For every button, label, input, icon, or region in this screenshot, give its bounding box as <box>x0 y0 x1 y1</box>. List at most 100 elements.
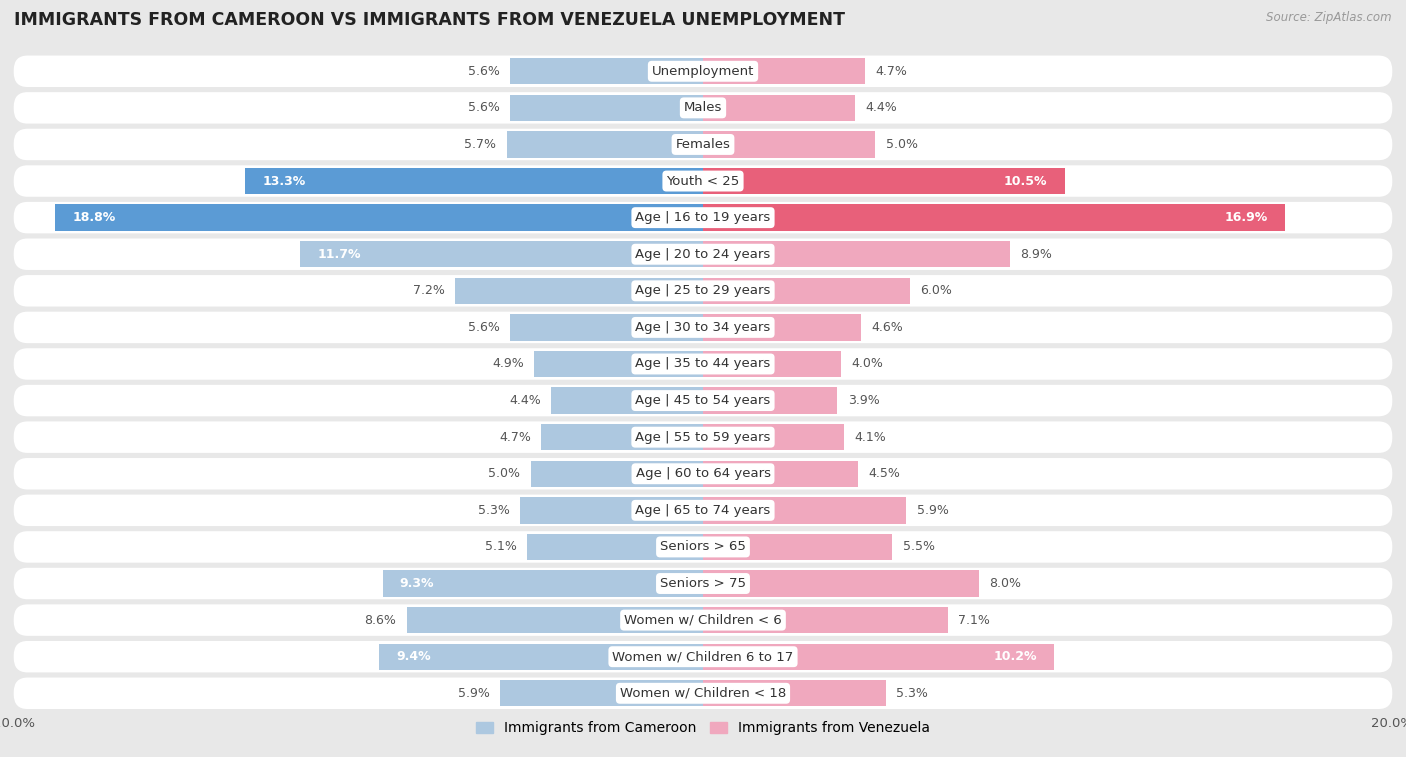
Text: Youth < 25: Youth < 25 <box>666 175 740 188</box>
Bar <box>703 460 858 487</box>
Text: 11.7%: 11.7% <box>318 248 361 260</box>
FancyBboxPatch shape <box>14 458 1392 490</box>
Text: 5.1%: 5.1% <box>485 540 517 553</box>
Text: Women w/ Children 6 to 17: Women w/ Children 6 to 17 <box>613 650 793 663</box>
Bar <box>506 131 703 157</box>
Bar <box>551 388 703 414</box>
Text: Seniors > 75: Seniors > 75 <box>659 577 747 590</box>
Text: Seniors > 65: Seniors > 65 <box>659 540 747 553</box>
Bar <box>380 643 703 670</box>
Text: 7.1%: 7.1% <box>957 614 990 627</box>
Bar <box>703 350 841 377</box>
Bar <box>703 680 886 706</box>
Text: Women w/ Children < 6: Women w/ Children < 6 <box>624 614 782 627</box>
Text: 9.4%: 9.4% <box>396 650 432 663</box>
Text: 4.0%: 4.0% <box>851 357 883 370</box>
Text: Age | 16 to 19 years: Age | 16 to 19 years <box>636 211 770 224</box>
Bar <box>510 58 703 85</box>
FancyBboxPatch shape <box>14 348 1392 380</box>
FancyBboxPatch shape <box>14 568 1392 600</box>
FancyBboxPatch shape <box>14 238 1392 270</box>
Text: Age | 30 to 34 years: Age | 30 to 34 years <box>636 321 770 334</box>
FancyBboxPatch shape <box>14 531 1392 562</box>
Bar <box>520 497 703 524</box>
Bar <box>531 460 703 487</box>
Text: 8.0%: 8.0% <box>988 577 1021 590</box>
Text: Age | 55 to 59 years: Age | 55 to 59 years <box>636 431 770 444</box>
Bar <box>703 168 1064 195</box>
FancyBboxPatch shape <box>14 165 1392 197</box>
Bar <box>245 168 703 195</box>
Text: 4.9%: 4.9% <box>492 357 524 370</box>
Text: 5.7%: 5.7% <box>464 138 496 151</box>
Text: 4.4%: 4.4% <box>509 394 541 407</box>
Text: 7.2%: 7.2% <box>413 285 444 298</box>
Bar <box>510 314 703 341</box>
Text: Age | 25 to 29 years: Age | 25 to 29 years <box>636 285 770 298</box>
Text: Age | 20 to 24 years: Age | 20 to 24 years <box>636 248 770 260</box>
FancyBboxPatch shape <box>14 641 1392 672</box>
FancyBboxPatch shape <box>14 202 1392 233</box>
Text: Age | 60 to 64 years: Age | 60 to 64 years <box>636 467 770 480</box>
Bar <box>527 534 703 560</box>
Bar <box>382 570 703 597</box>
Text: 5.3%: 5.3% <box>478 504 510 517</box>
Text: Age | 35 to 44 years: Age | 35 to 44 years <box>636 357 770 370</box>
FancyBboxPatch shape <box>14 678 1392 709</box>
Text: 10.2%: 10.2% <box>994 650 1038 663</box>
Text: 5.0%: 5.0% <box>886 138 918 151</box>
Text: IMMIGRANTS FROM CAMEROON VS IMMIGRANTS FROM VENEZUELA UNEMPLOYMENT: IMMIGRANTS FROM CAMEROON VS IMMIGRANTS F… <box>14 11 845 30</box>
Bar <box>456 278 703 304</box>
FancyBboxPatch shape <box>14 494 1392 526</box>
Bar <box>703 424 844 450</box>
Bar <box>703 58 865 85</box>
Bar <box>299 241 703 267</box>
Bar <box>703 314 862 341</box>
Text: 4.4%: 4.4% <box>865 101 897 114</box>
Text: 10.5%: 10.5% <box>1004 175 1047 188</box>
Bar <box>703 643 1054 670</box>
Text: Unemployment: Unemployment <box>652 65 754 78</box>
FancyBboxPatch shape <box>14 55 1392 87</box>
Text: 5.6%: 5.6% <box>468 321 499 334</box>
Text: 5.9%: 5.9% <box>457 687 489 699</box>
Bar <box>534 350 703 377</box>
Text: 5.6%: 5.6% <box>468 101 499 114</box>
Text: 4.6%: 4.6% <box>872 321 904 334</box>
Text: Females: Females <box>675 138 731 151</box>
Text: 8.6%: 8.6% <box>364 614 396 627</box>
Bar <box>703 278 910 304</box>
Text: Males: Males <box>683 101 723 114</box>
Text: 4.7%: 4.7% <box>875 65 907 78</box>
Text: 18.8%: 18.8% <box>73 211 115 224</box>
Text: 8.9%: 8.9% <box>1019 248 1052 260</box>
Text: Women w/ Children < 18: Women w/ Children < 18 <box>620 687 786 699</box>
Text: 4.7%: 4.7% <box>499 431 531 444</box>
Bar <box>703 241 1010 267</box>
Text: 5.9%: 5.9% <box>917 504 949 517</box>
Bar <box>703 204 1285 231</box>
Bar <box>703 131 875 157</box>
Text: 4.5%: 4.5% <box>869 467 900 480</box>
Text: 5.3%: 5.3% <box>896 687 928 699</box>
Bar <box>703 388 838 414</box>
Text: 5.6%: 5.6% <box>468 65 499 78</box>
Bar <box>703 570 979 597</box>
Bar <box>406 607 703 634</box>
Bar <box>510 95 703 121</box>
Text: 13.3%: 13.3% <box>262 175 305 188</box>
Text: Age | 65 to 74 years: Age | 65 to 74 years <box>636 504 770 517</box>
Text: 5.0%: 5.0% <box>488 467 520 480</box>
Text: 9.3%: 9.3% <box>399 577 434 590</box>
FancyBboxPatch shape <box>14 92 1392 123</box>
Bar <box>703 497 907 524</box>
Legend: Immigrants from Cameroon, Immigrants from Venezuela: Immigrants from Cameroon, Immigrants fro… <box>471 716 935 741</box>
FancyBboxPatch shape <box>14 385 1392 416</box>
Bar <box>703 534 893 560</box>
Text: Age | 45 to 54 years: Age | 45 to 54 years <box>636 394 770 407</box>
FancyBboxPatch shape <box>14 129 1392 160</box>
Bar <box>703 95 855 121</box>
FancyBboxPatch shape <box>14 604 1392 636</box>
FancyBboxPatch shape <box>14 312 1392 343</box>
FancyBboxPatch shape <box>14 275 1392 307</box>
